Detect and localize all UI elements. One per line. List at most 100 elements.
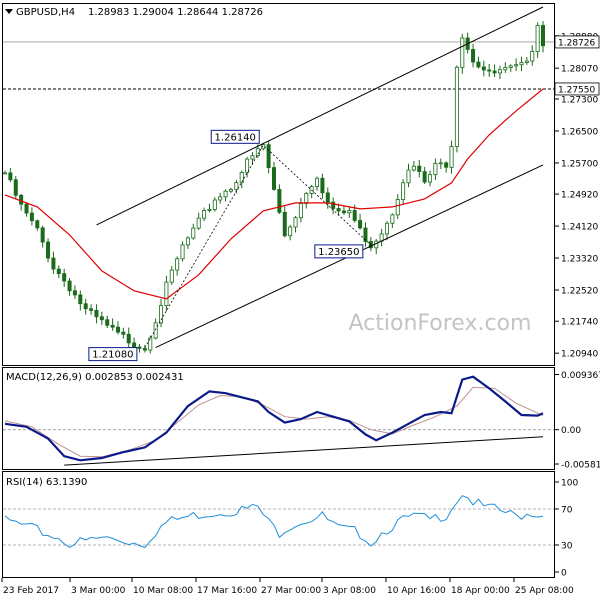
ohlc-readout: 1.28983 1.29004 1.28644 1.28726 — [88, 7, 263, 18]
support-level-tag-label: 1.27550 — [558, 85, 595, 95]
macd-line — [4, 375, 544, 462]
candle-body — [315, 177, 320, 188]
candle-body — [358, 220, 363, 229]
candle-body — [384, 222, 389, 235]
macd-plot — [3, 375, 554, 466]
candle-body — [352, 210, 357, 221]
candle-body — [541, 25, 546, 47]
candle-body — [56, 268, 61, 275]
pivot-label: 1.23650 — [318, 247, 359, 258]
candle-body — [29, 212, 34, 222]
candle-body — [89, 308, 94, 311]
rsi-tick-label: 30 — [561, 542, 573, 552]
candle-body — [239, 171, 244, 184]
candle-body — [298, 203, 303, 219]
channel-upper-line — [96, 6, 544, 226]
candle-body — [8, 172, 13, 181]
candle-body — [428, 174, 433, 183]
macd-signal-line — [4, 386, 544, 458]
candle-body — [207, 209, 212, 211]
candle-body — [341, 210, 346, 214]
candle-body — [185, 237, 190, 246]
candle-body — [180, 244, 185, 260]
candle-body — [191, 227, 196, 239]
candle-body — [266, 144, 271, 168]
candle-body — [411, 165, 416, 171]
candle-body — [508, 65, 513, 68]
candle-body — [320, 177, 325, 194]
macd-tick-label: -0.005819 — [561, 460, 600, 470]
time-tick-label: 3 Apr 08:00 — [323, 586, 376, 596]
candle-body — [288, 226, 293, 237]
candle-body — [331, 201, 336, 209]
candle-body — [250, 155, 255, 160]
macd-tick-label: 0.00 — [561, 426, 581, 436]
candle-body — [234, 182, 239, 190]
candle-body — [35, 220, 40, 229]
candle-body — [245, 158, 250, 173]
symbol-label: GBPUSD,H4 — [16, 7, 75, 18]
candle-body — [24, 203, 29, 214]
rsi-tick-label: 0 — [561, 569, 567, 579]
candle-body — [62, 273, 67, 282]
candle-body — [218, 196, 223, 201]
time-tick-label: 25 Apr 08:00 — [515, 586, 574, 596]
candle-body — [336, 208, 341, 212]
candle-body — [325, 192, 330, 203]
candle-body — [3, 172, 8, 175]
candle-body — [406, 169, 411, 184]
pivot-label-box — [88, 347, 138, 362]
candle-body — [271, 167, 276, 190]
support-level-tag — [554, 82, 600, 96]
candle-body — [142, 348, 147, 351]
candle-body — [132, 342, 137, 348]
candle-body — [304, 193, 309, 204]
candle-body — [105, 319, 110, 326]
candle-body — [137, 346, 142, 349]
candle-body — [497, 69, 502, 74]
candle-body — [126, 333, 131, 344]
candle-body — [514, 64, 519, 67]
current-price-tag-label: 1.28726 — [558, 38, 595, 48]
time-tick-label: 10 Apr 16:00 — [387, 586, 446, 596]
candle-body — [153, 322, 158, 339]
macd-trendline — [64, 436, 544, 466]
price-tick-label: 1.27300 — [561, 95, 598, 105]
candle-body — [530, 51, 535, 62]
candle-body — [148, 337, 153, 351]
candle-body — [40, 227, 45, 243]
candle-body — [476, 61, 481, 68]
candle-body — [212, 199, 217, 210]
candle-body — [72, 290, 77, 296]
candle-body — [363, 227, 368, 242]
pivot-label-box — [210, 129, 260, 144]
candle-body — [228, 189, 233, 192]
candle-body — [277, 189, 282, 213]
candle-body — [417, 165, 422, 172]
candle-body — [164, 281, 169, 307]
moving-average-line — [4, 88, 544, 300]
candle-body — [46, 241, 51, 259]
time-tick-label: 17 Mar 16:00 — [197, 586, 257, 596]
time-tick-label: 3 Mar 00:00 — [71, 586, 126, 596]
macd-title: MACD(12,26,9) 0.002853 0.002431 — [6, 372, 184, 383]
candle-body — [51, 257, 56, 270]
candle-body — [438, 162, 443, 165]
time-tick-label: 27 Mar 00:00 — [261, 586, 321, 596]
candle-body — [78, 294, 83, 305]
candle-body — [196, 217, 201, 229]
price-tick-label: 1.25700 — [561, 159, 598, 169]
price-tick-label: 1.24120 — [561, 223, 598, 233]
candle-body — [202, 210, 207, 219]
chart-header: GBPUSD,H4 1.28983 1.29004 1.28644 1.2872… — [5, 7, 263, 18]
macd-tick-label: 0.009367 — [561, 371, 600, 381]
candle-body — [454, 66, 459, 147]
candle-body — [282, 211, 287, 237]
candle-body — [347, 210, 352, 214]
candle-body — [223, 190, 228, 198]
candle-body — [395, 199, 400, 216]
candle-body — [524, 60, 529, 63]
time-tick-label: 10 Mar 08:00 — [133, 586, 193, 596]
candle-body — [444, 162, 449, 168]
candle-body — [67, 280, 72, 292]
